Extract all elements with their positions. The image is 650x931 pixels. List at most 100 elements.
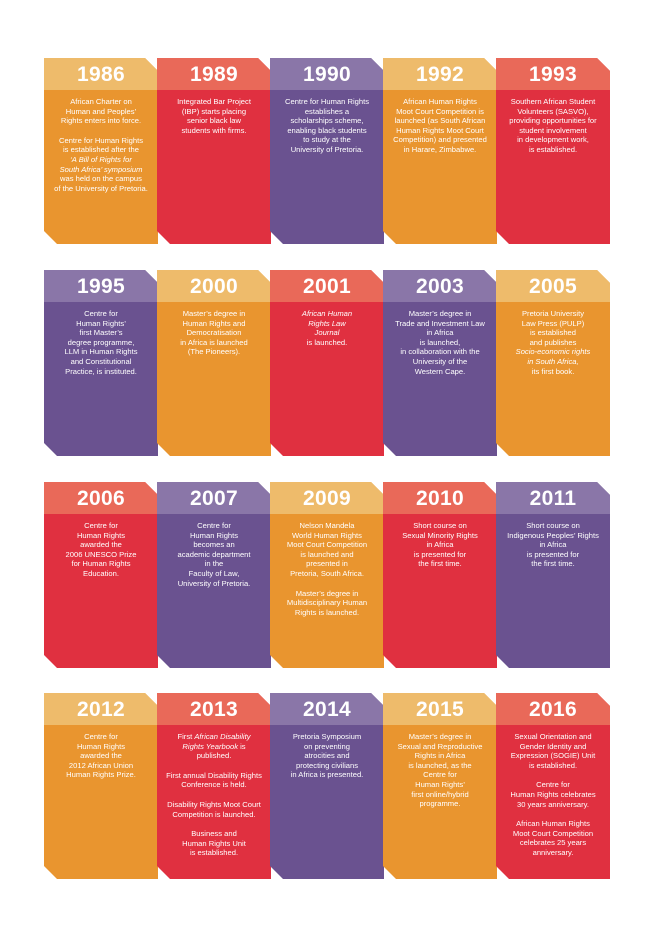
event-text-line: and publishes bbox=[529, 337, 577, 347]
event-paragraph: Pretoria University Law Press (PULP) is es… bbox=[500, 309, 606, 376]
event-text-line: is established. bbox=[528, 144, 578, 154]
year-label: 2011 bbox=[496, 482, 610, 514]
event-text-line: Rights in Africa bbox=[414, 751, 466, 761]
event-text-line: Master’s degree in bbox=[182, 309, 246, 318]
event-text-line: the first time. bbox=[531, 559, 575, 569]
event-text-line: LLM in Human Rights bbox=[64, 347, 138, 357]
year-label: 1992 bbox=[383, 58, 497, 90]
event-paragraph: Pretoria Symposium on preventing atrocitie… bbox=[274, 732, 380, 780]
event-text-line: is launched and bbox=[300, 549, 354, 559]
event-paragraph: Sexual Orientation and Gender Identity an… bbox=[500, 732, 606, 770]
event-text-line: Pretoria, South Africa. bbox=[290, 568, 364, 578]
event-description: African Charter on Human and Peoples’ Righ… bbox=[44, 90, 158, 193]
event-text-line: protecting civilians bbox=[295, 760, 359, 770]
timeline-card-2003: 2003 Master’s degree in Trade and Investme… bbox=[383, 270, 497, 456]
event-text-line: Competition is launched. bbox=[172, 809, 256, 819]
event-text-line: in South Africa, bbox=[527, 356, 579, 366]
event-text-line: Human Rights Moot Court bbox=[396, 125, 484, 135]
timeline-card-2005: 2005 Pretoria University Law Press (PULP) i… bbox=[496, 270, 610, 456]
event-text-line: Centre for Human Rights bbox=[285, 97, 369, 106]
event-description: Sexual Orientation and Gender Identity an… bbox=[496, 725, 610, 858]
event-text-line: University of Pretoria. bbox=[177, 578, 251, 588]
event-text-line: is presented for bbox=[526, 549, 580, 559]
year-label: 2005 bbox=[496, 270, 610, 302]
event-description: Centre for Human Rights’ first Master’s deg… bbox=[44, 302, 158, 376]
timeline-card-2006: 2006 Centre for Human Rights awarded the 200… bbox=[44, 482, 158, 668]
year-label: 1989 bbox=[157, 58, 271, 90]
event-paragraph: Short course on Sexual Minority Rights in … bbox=[387, 521, 493, 569]
event-text-line: First annual Disability Rights bbox=[166, 770, 262, 780]
year-label: 2010 bbox=[383, 482, 497, 514]
event-text-line: Faculty of Law, bbox=[188, 568, 240, 578]
event-paragraph: Short course on Indigenous Peoples’ Right… bbox=[500, 521, 606, 569]
event-text-line: Trade and Investment Law bbox=[395, 318, 485, 328]
event-text-line: Disability Rights Moot Court bbox=[167, 799, 261, 809]
event-text-line: Human and Peoples’ bbox=[65, 106, 137, 116]
event-text-line: awarded the bbox=[80, 540, 122, 550]
year-label: 2014 bbox=[270, 693, 384, 725]
event-paragraph: Centre for Human Rights awarded the 2006 UN… bbox=[48, 521, 154, 579]
event-text-line: anniversary. bbox=[532, 847, 574, 857]
event-text-line: Moot Court Competition is bbox=[396, 106, 484, 116]
event-description: Master’s degree in Trade and Investment L… bbox=[383, 302, 497, 376]
event-paragraph: African Human Rights Law Journal is launche… bbox=[274, 309, 380, 347]
event-paragraph: Centre for Human Rights celebrates 30 year… bbox=[500, 780, 606, 809]
event-text-line: scholarships scheme, bbox=[290, 116, 364, 126]
event-description: Master’s degree in Sexual and Reproductiv… bbox=[383, 725, 497, 809]
event-text-line: African Human Rights bbox=[403, 97, 477, 106]
event-text-line: is presented for bbox=[413, 549, 467, 559]
event-text-line: Human Rights bbox=[189, 530, 239, 540]
event-text-line: its first book. bbox=[531, 366, 575, 376]
event-text-line: South Africa’ symposium bbox=[59, 164, 143, 174]
event-text-line: Southern African Student bbox=[510, 97, 596, 106]
event-description: African Human Rights Moot Court Competiti… bbox=[383, 90, 497, 155]
event-text-line: first Master’s bbox=[79, 328, 123, 338]
year-label: 2007 bbox=[157, 482, 271, 514]
event-text-line: Moot Court Competition bbox=[286, 540, 368, 550]
event-text-line: students with firms. bbox=[181, 125, 247, 135]
event-paragraph: Master’s degree in Trade and Investment L… bbox=[387, 309, 493, 376]
timeline-card-2015: 2015 Master’s degree in Sexual and Reprodu… bbox=[383, 693, 497, 879]
event-description: Centre for Human Rights becomes an academic… bbox=[157, 514, 271, 588]
event-text-line: is launched, as the bbox=[408, 760, 472, 770]
event-text-line: in Africa bbox=[426, 540, 454, 550]
year-label: 1990 bbox=[270, 58, 384, 90]
event-text-line: African Human bbox=[301, 309, 353, 318]
event-paragraph: Centre for Human Rights establishes a scho… bbox=[274, 97, 380, 155]
event-paragraph: Master’s degree in Human Rights and Democr… bbox=[161, 309, 267, 357]
event-text-line: in the bbox=[204, 559, 224, 569]
event-text-line: Centre for bbox=[423, 770, 457, 780]
event-text-line: academic department bbox=[177, 549, 251, 559]
event-text-line: senior black law bbox=[186, 116, 242, 126]
event-text-line: in Africa bbox=[426, 328, 454, 338]
event-text-line: Pretoria Symposium bbox=[292, 732, 362, 741]
event-text-line: the first time. bbox=[418, 559, 462, 569]
event-text-line: Sexual Minority Rights bbox=[402, 530, 478, 540]
event-text-line: Human Rights Unit bbox=[182, 838, 246, 848]
year-label: 2012 bbox=[44, 693, 158, 725]
event-text-line: is established after the bbox=[63, 145, 139, 155]
event-text-line: Centre for bbox=[84, 309, 118, 318]
event-text-line: Gender Identity and bbox=[519, 741, 587, 751]
event-text-line: Centre for bbox=[536, 780, 570, 790]
event-text-line: Volunteers (SASVO), bbox=[517, 106, 589, 116]
event-text-line: Master’s degree in bbox=[408, 309, 472, 318]
event-description: Master’s degree in Human Rights and Democr… bbox=[157, 302, 271, 357]
timeline-card-2010: 2010 Short course on Sexual Minority Right… bbox=[383, 482, 497, 668]
event-text-line: Rights is launched. bbox=[294, 607, 360, 617]
year-label: 2009 bbox=[270, 482, 384, 514]
event-text-line: Human Rights celebrates bbox=[510, 789, 596, 799]
event-text-line: of the University of Pretoria. bbox=[54, 183, 148, 193]
event-text-line: enabling black students bbox=[287, 125, 367, 135]
event-text-line: Conference is held. bbox=[181, 780, 247, 790]
event-text-line: student involvement bbox=[519, 125, 587, 135]
event-paragraph: Centre for Human Rights awarded the 2012 Af… bbox=[48, 732, 154, 780]
event-text-line: and Constitutional bbox=[70, 356, 132, 366]
event-text-line: Nelson Mandela bbox=[299, 521, 355, 530]
event-paragraph: Nelson Mandela World Human Rights Moot Cou… bbox=[274, 521, 380, 579]
event-text-line: Sexual and Reproductive bbox=[397, 741, 483, 751]
timeline-card-2001: 2001 African Human Rights Law Journal is lau… bbox=[270, 270, 384, 456]
event-text-line: Master’s degree in bbox=[295, 588, 359, 598]
event-description: Nelson Mandela World Human Rights Moot Cou… bbox=[270, 514, 384, 617]
